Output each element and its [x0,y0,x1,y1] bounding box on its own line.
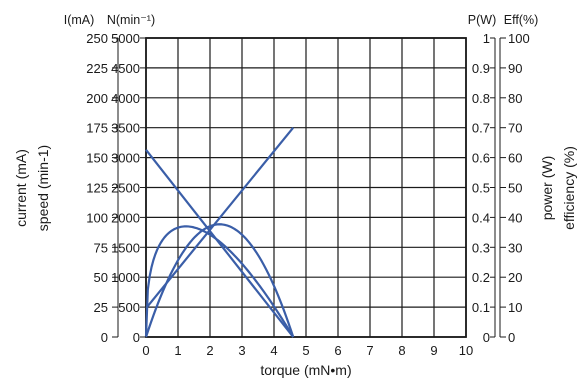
power-tick-label: 0.4 [472,210,490,225]
x-tick-label: 7 [366,343,373,358]
series-group [144,127,295,338]
power-curve [144,223,295,338]
current-tick-label: 25 [94,300,108,315]
efficiency-tick-label: 30 [508,240,522,255]
efficiency-axis-title: efficiency (%) [561,146,577,230]
x-tick-label: 6 [334,343,341,358]
efficiency-tick-label: 0 [508,330,515,345]
speed-tick-label: 1000 [111,270,140,285]
current-tick-label: 75 [94,240,108,255]
x-tick-label: 3 [238,343,245,358]
power-tick-label: 0.6 [472,151,490,166]
speed-tick-label: 2500 [111,181,140,196]
efficiency-tick-label: 80 [508,91,522,106]
x-tick-label: 10 [459,343,473,358]
efficiency-tick-label: 20 [508,270,522,285]
x-axis-title: torque (mN•m) [260,362,351,378]
speed-tick-label: 4500 [111,61,140,76]
current-tick-label: 150 [86,151,108,166]
current-unit-label: I(mA) [64,13,95,27]
current-tick-label: 175 [86,121,108,136]
current-tick-label: 200 [86,91,108,106]
x-tick-label: 0 [142,343,149,358]
power-tick-label: 0.9 [472,61,490,76]
efficiency-unit-label: Eff(%) [504,13,539,27]
efficiency-curve [144,225,295,338]
grid [145,37,467,338]
power-tick-label: 0.3 [472,240,490,255]
power-tick-label: 0.7 [472,121,490,136]
efficiency-tick-label: 60 [508,151,522,166]
power-tick-label: 0.8 [472,91,490,106]
speed-tick-label: 2000 [111,210,140,225]
power-unit-label: P(W) [468,13,496,27]
speed-tick-label: 3000 [111,151,140,166]
power-tick-label: 0.1 [472,300,490,315]
power-tick-label: 0.5 [472,181,490,196]
efficiency-tick-label: 90 [508,61,522,76]
speed-unit-label: N(min⁻¹) [107,13,155,27]
power-tick-label: 0 [483,330,490,345]
x-tick-label: 8 [398,343,405,358]
speed-tick-label: 0 [133,330,140,345]
current-axis-title: current (mA) [13,149,29,227]
x-tick-label: 1 [174,343,181,358]
speed-tick-label: 1500 [111,240,140,255]
efficiency-tick-label: 50 [508,181,522,196]
power-tick-label: 0.2 [472,270,490,285]
x-tick-label: 4 [270,343,277,358]
current-tick-label: 0 [101,330,108,345]
x-tick-label: 9 [430,343,437,358]
current-tick-label: 225 [86,61,108,76]
current-tick-label: 250 [86,31,108,46]
power-axis-title: power (W) [539,156,555,221]
x-tick-label: 2 [206,343,213,358]
efficiency-tick-label: 40 [508,210,522,225]
current-tick-label: 50 [94,270,108,285]
efficiency-tick-label: 100 [508,31,530,46]
speed-curve [145,149,295,338]
efficiency-tick-label: 70 [508,121,522,136]
current-curve [145,127,295,309]
speed-tick-label: 3500 [111,121,140,136]
power-tick-label: 1 [483,31,490,46]
efficiency-tick-label: 10 [508,300,522,315]
speed-tick-label: 5000 [111,31,140,46]
speed-tick-label: 4000 [111,91,140,106]
current-tick-label: 100 [86,210,108,225]
speed-tick-label: 500 [118,300,140,315]
speed-axis-title: speed (min-1) [35,145,51,231]
axes: 2502252001751501251007550250500045004000… [13,13,577,378]
current-tick-label: 125 [86,181,108,196]
x-tick-label: 5 [302,343,309,358]
